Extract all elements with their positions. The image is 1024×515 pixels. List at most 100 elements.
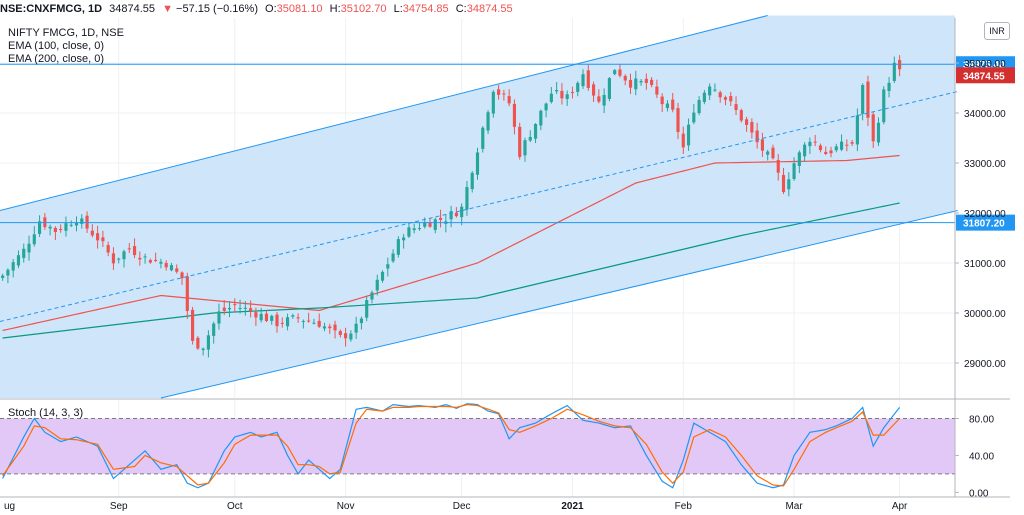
- candle-body: [555, 90, 559, 92]
- candle-body: [634, 78, 638, 90]
- candle-body: [117, 258, 121, 260]
- candle-body: [375, 279, 379, 291]
- candle-body: [433, 219, 437, 230]
- candle-body: [597, 96, 601, 102]
- candle-body: [460, 206, 464, 218]
- channel-mid-line: [0, 91, 958, 322]
- candle-body: [491, 91, 495, 114]
- y-tick-label: 34000.00: [964, 109, 1006, 120]
- lines: [2, 154, 901, 489]
- candle-body: [270, 315, 274, 321]
- stoch-tick-label: 0.00: [969, 488, 989, 499]
- candle-body: [739, 110, 743, 121]
- candle-body: [745, 119, 749, 125]
- series-title[interactable]: NIFTY FMCG, 1D, NSE: [8, 27, 124, 39]
- candle-body: [776, 159, 780, 173]
- candle-body: [386, 264, 390, 269]
- candle-body: [481, 127, 485, 149]
- stoch-d-line: [2, 404, 901, 487]
- candle-body: [650, 79, 654, 85]
- stoch-legend[interactable]: Stoch (14, 3, 3): [8, 407, 84, 419]
- candle-body: [470, 172, 474, 190]
- candle-body: [528, 136, 532, 141]
- currency-button[interactable]: INR: [984, 22, 1010, 40]
- candle-body: [438, 217, 443, 220]
- candle-body: [449, 211, 453, 220]
- y-tick-label: 31000.00: [964, 259, 1006, 270]
- candle-body: [591, 84, 596, 96]
- last-price-value: 34874.55: [109, 3, 156, 15]
- down-arrow-icon: ▼: [162, 3, 173, 15]
- candle-body: [11, 262, 15, 271]
- candle-body: [132, 246, 137, 256]
- candle-body: [581, 74, 585, 87]
- candle-body: [792, 163, 796, 180]
- candle-body: [613, 70, 617, 75]
- candle-body: [497, 89, 501, 95]
- x-tick-label: Feb: [675, 501, 693, 512]
- candle-body: [787, 179, 791, 190]
- candle-body: [22, 248, 26, 258]
- candle-body: [338, 331, 342, 335]
- candle-body: [402, 237, 406, 241]
- stoch-tick-label: 40.00: [969, 451, 994, 462]
- candle-body: [370, 292, 374, 300]
- candle-body: [53, 227, 57, 232]
- candle-body: [317, 320, 321, 327]
- low-value: 34754.85: [402, 3, 449, 15]
- candle-body: [861, 85, 865, 114]
- candle-body: [196, 337, 200, 349]
- candle-body: [623, 75, 627, 81]
- candle-body: [718, 92, 722, 98]
- candle-body: [344, 333, 348, 339]
- candle-body: [755, 130, 759, 143]
- x-tick-label: Nov: [337, 501, 355, 512]
- candle-body: [138, 257, 142, 260]
- candle-body: [486, 112, 490, 131]
- candle-body: [713, 89, 717, 91]
- x-tick-label: Mar: [785, 501, 803, 512]
- candle-body: [32, 234, 36, 245]
- candle-body: [644, 78, 648, 83]
- candle-body: [475, 152, 480, 175]
- channel-upper-line: [0, 15, 768, 211]
- open-value: 35081.10: [276, 3, 323, 15]
- candle-body: [90, 230, 94, 236]
- ema200-legend[interactable]: EMA (200, close, 0): [8, 53, 104, 65]
- candle-body: [307, 320, 311, 322]
- candle-body: [512, 103, 517, 127]
- candle-body: [175, 268, 179, 272]
- candle-body: [570, 91, 575, 93]
- candle-body: [565, 94, 569, 100]
- candle-body: [876, 122, 881, 143]
- candle-body: [159, 261, 163, 264]
- candle-body: [518, 126, 522, 157]
- x-tick-label: Dec: [453, 501, 471, 512]
- candle-body: [839, 141, 844, 150]
- candle-body: [164, 262, 168, 268]
- y-tick-label: 30000.00: [964, 309, 1006, 320]
- candle-body: [818, 145, 823, 151]
- candle-body: [465, 187, 469, 210]
- candle-body: [412, 228, 416, 231]
- candle-body: [354, 323, 358, 333]
- symbol-name[interactable]: NSE:CNXFMCG, 1D: [0, 3, 103, 15]
- candle-body: [808, 141, 812, 147]
- x-tick-label: Apr: [892, 501, 908, 512]
- candle-body: [423, 222, 427, 227]
- last-price-label: 34874.55: [963, 71, 1005, 82]
- y-tick-label: 35000.00: [964, 59, 1006, 70]
- change-value: −57.15 (−0.16%): [176, 3, 258, 15]
- candle-body: [639, 80, 643, 83]
- candle-body: [80, 218, 84, 224]
- candle-body: [803, 144, 807, 157]
- overlay: 34975.40 31807.20 34874.55: [0, 15, 1015, 475]
- candle-body: [143, 256, 147, 258]
- candle-body: [227, 308, 232, 310]
- ema100-legend[interactable]: EMA (100, close, 0): [8, 40, 104, 52]
- candle-body: [249, 308, 253, 312]
- candle-body: [671, 99, 675, 110]
- candle-body: [850, 142, 854, 144]
- candle-body: [101, 237, 105, 242]
